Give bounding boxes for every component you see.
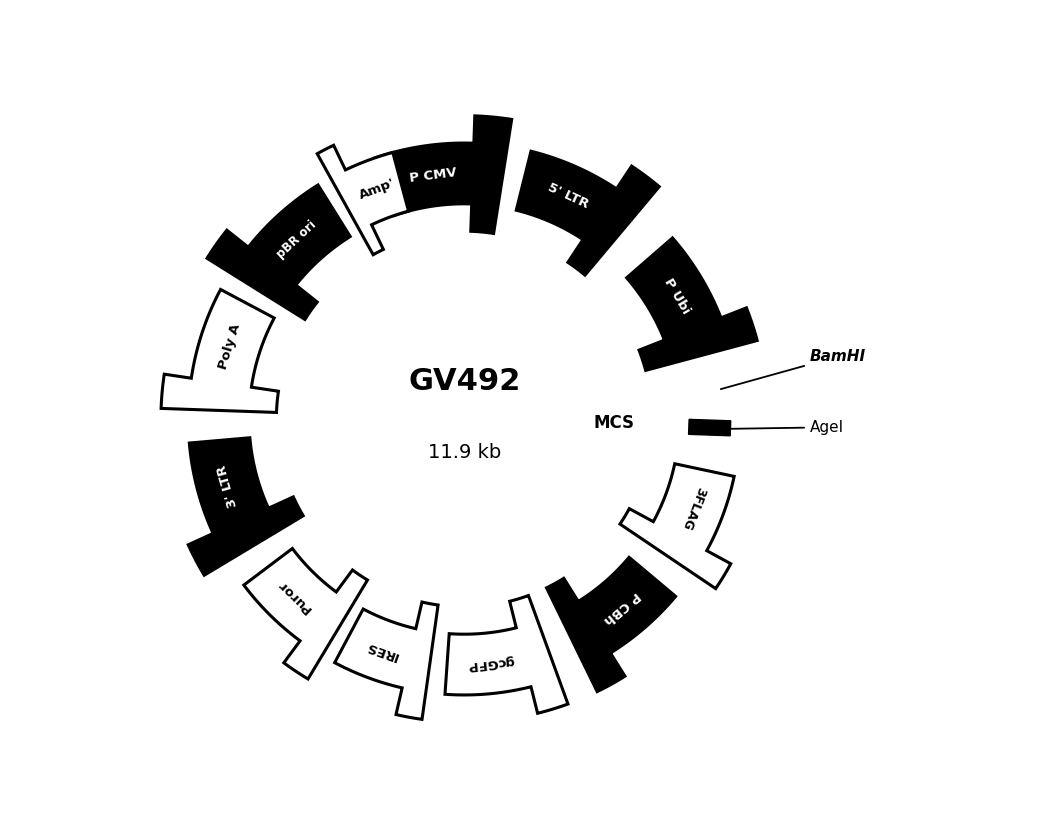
Polygon shape [188, 437, 303, 575]
Polygon shape [318, 145, 409, 255]
Text: P CBh: P CBh [601, 588, 643, 626]
Text: Poly A: Poly A [216, 323, 242, 371]
Text: BamHI: BamHI [721, 349, 866, 389]
Text: P CMV: P CMV [409, 166, 458, 185]
Text: pBR ori: pBR ori [275, 218, 320, 261]
Text: 3' LTR: 3' LTR [216, 463, 240, 509]
Polygon shape [161, 289, 278, 412]
Polygon shape [334, 602, 438, 719]
Polygon shape [627, 238, 758, 370]
Polygon shape [516, 151, 659, 275]
Text: IRES: IRES [364, 639, 400, 662]
Polygon shape [207, 185, 350, 319]
Polygon shape [445, 596, 568, 713]
Polygon shape [689, 419, 730, 436]
Text: Puror: Puror [275, 577, 314, 615]
Text: GV492: GV492 [408, 367, 520, 396]
Polygon shape [620, 463, 735, 588]
Text: AgeI: AgeI [721, 420, 843, 435]
Polygon shape [243, 549, 368, 679]
Polygon shape [374, 116, 512, 234]
Text: gcGFP: gcGFP [466, 654, 514, 672]
Text: P Ubi: P Ubi [661, 276, 692, 316]
Text: 3FLAG: 3FLAG [679, 484, 707, 531]
Polygon shape [547, 557, 676, 691]
Text: Amp': Amp' [357, 177, 396, 202]
Text: 11.9 kb: 11.9 kb [427, 442, 501, 462]
Text: 5' LTR: 5' LTR [545, 181, 590, 211]
Text: MCS: MCS [594, 415, 634, 432]
